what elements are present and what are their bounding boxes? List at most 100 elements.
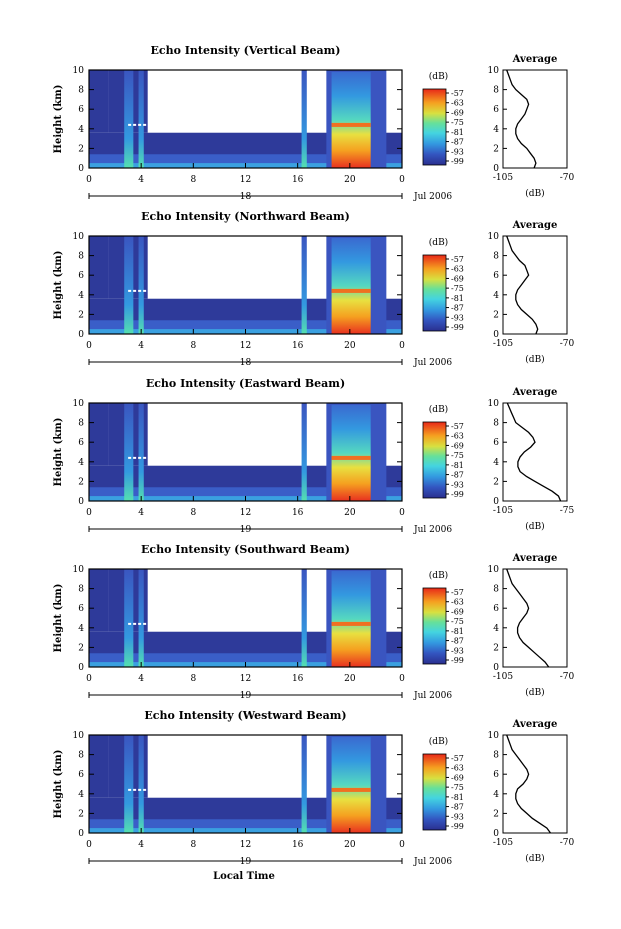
- y-tick-label: 0: [78, 164, 84, 174]
- x-tick-label: 12: [240, 840, 251, 850]
- bright-band: [331, 455, 371, 460]
- echo-cloud-early: [89, 236, 109, 299]
- y-tick-label: 8: [78, 86, 84, 96]
- x-tick-label: 12: [240, 508, 251, 518]
- colorbar: [422, 753, 447, 831]
- chart-panel-3: Echo Intensity (Eastward Beam) 0 2 4 6 8 10 Hei…: [53, 377, 575, 535]
- profile-x-label: (dB): [525, 687, 544, 698]
- x-tick-label: 4: [138, 674, 144, 684]
- profile-x-tick-label: -70: [560, 173, 575, 183]
- colorbar: [422, 587, 447, 665]
- profile-y-tick-label: 6: [493, 438, 499, 448]
- rain-column-c: [301, 403, 307, 501]
- date-mark: 19: [240, 857, 252, 867]
- x-tick-label: 12: [240, 175, 251, 185]
- profile-y-tick-label: 6: [493, 271, 499, 281]
- chart-panel-4: Echo Intensity (Southward Beam) 0 2 4 6 8 10 He…: [53, 543, 575, 701]
- profile-title: Average: [512, 719, 558, 730]
- colorbar-tick-label: -63: [451, 764, 464, 773]
- echo-cloud-early: [89, 735, 109, 798]
- x-tick-label: 4: [138, 508, 144, 518]
- colorbar-tick-label: -93: [451, 812, 464, 821]
- x-tick-label: 16: [292, 674, 304, 684]
- x-axis-label: Local Time: [213, 871, 275, 882]
- bright-band: [331, 621, 371, 626]
- colorbar-tick-label: -69: [451, 773, 464, 782]
- date-label: Jul 2006: [413, 691, 452, 701]
- colorbar-tick-label: -81: [451, 128, 464, 137]
- profile-y-tick-label: 6: [493, 604, 499, 614]
- date-mark: 19: [240, 691, 252, 701]
- colorbar-tick-label: -81: [451, 793, 464, 802]
- burst-core: [331, 736, 371, 833]
- profile-line: [506, 69, 537, 169]
- profile-line: [506, 235, 539, 335]
- profile-y-tick-label: 4: [493, 624, 499, 634]
- y-tick-label: 6: [78, 271, 84, 281]
- bright-band: [331, 288, 371, 293]
- x-tick-label: 4: [138, 840, 144, 850]
- colorbar-tick-label: -81: [451, 627, 464, 636]
- colorbar-tick-label: -69: [451, 108, 464, 117]
- colorbar-tick-label: -75: [451, 118, 464, 127]
- profile-frame: [502, 235, 568, 335]
- profile-y-tick-label: 2: [493, 144, 499, 154]
- profile-title: Average: [512, 387, 558, 398]
- rain-column-c: [301, 236, 307, 334]
- y-tick-label: 10: [73, 66, 85, 76]
- colorbar-tick-label: -69: [451, 441, 464, 450]
- x-tick-label: 16: [292, 175, 304, 185]
- x-tick-label: 0: [399, 674, 405, 684]
- profile-x-tick-label: -70: [560, 838, 575, 848]
- colorbar-tick-label: -93: [451, 147, 464, 156]
- profile-y-tick-label: 8: [493, 585, 499, 595]
- echo-cloud-early: [89, 70, 109, 133]
- burst-core: [331, 71, 371, 168]
- profile-y-tick-label: 6: [493, 770, 499, 780]
- x-tick-label: 0: [86, 341, 92, 351]
- colorbar-tick-label: -87: [451, 304, 464, 313]
- profile-y-tick-label: 0: [493, 497, 499, 507]
- x-tick-label: 0: [399, 341, 405, 351]
- x-tick-label: 0: [399, 508, 405, 518]
- profile-y-tick-label: 0: [493, 663, 499, 673]
- y-axis-label: Height (km): [53, 85, 64, 154]
- profile-y-tick-label: 4: [493, 458, 499, 468]
- rain-column-a: [124, 403, 134, 501]
- colorbar-tick-label: -87: [451, 803, 464, 812]
- y-tick-label: 2: [78, 643, 84, 653]
- x-tick-label: 8: [190, 674, 196, 684]
- profile-x-label: (dB): [525, 188, 544, 199]
- date-label: Jul 2006: [413, 525, 452, 535]
- profile-y-tick-label: 2: [493, 809, 499, 819]
- y-tick-label: 2: [78, 144, 84, 154]
- heatmap-field: [89, 70, 402, 168]
- profile-title: Average: [512, 553, 558, 564]
- profile-y-tick-label: 2: [493, 310, 499, 320]
- y-tick-label: 6: [78, 604, 84, 614]
- colorbar-tick-label: -75: [451, 783, 464, 792]
- x-tick-label: 12: [240, 674, 251, 684]
- chart-panel-5: Echo Intensity (Westward Beam) 0 2 4 6 8 10 Hei…: [53, 709, 575, 867]
- profile-x-label: (dB): [525, 853, 544, 864]
- profile-frame: [502, 402, 568, 502]
- profile-frame: [502, 69, 568, 169]
- y-tick-label: 10: [73, 565, 85, 575]
- rain-column-c: [301, 70, 307, 168]
- rain-column-a: [124, 569, 134, 667]
- colorbar-tick-label: -81: [451, 461, 464, 470]
- profile-x-tick-label: -105: [493, 173, 513, 183]
- x-tick-label: 20: [344, 341, 356, 351]
- y-tick-label: 2: [78, 477, 84, 487]
- y-tick-label: 0: [78, 330, 84, 340]
- profile-y-tick-label: 10: [488, 232, 500, 242]
- date-label: Jul 2006: [413, 857, 452, 867]
- profile-y-tick-label: 0: [493, 829, 499, 839]
- colorbar-tick-label: -81: [451, 294, 464, 303]
- colorbar-tick-label: -57: [451, 588, 464, 597]
- x-tick-label: 16: [292, 341, 304, 351]
- colorbar-title: (dB): [429, 404, 448, 415]
- profile-y-tick-label: 0: [493, 330, 499, 340]
- x-tick-label: 12: [240, 341, 251, 351]
